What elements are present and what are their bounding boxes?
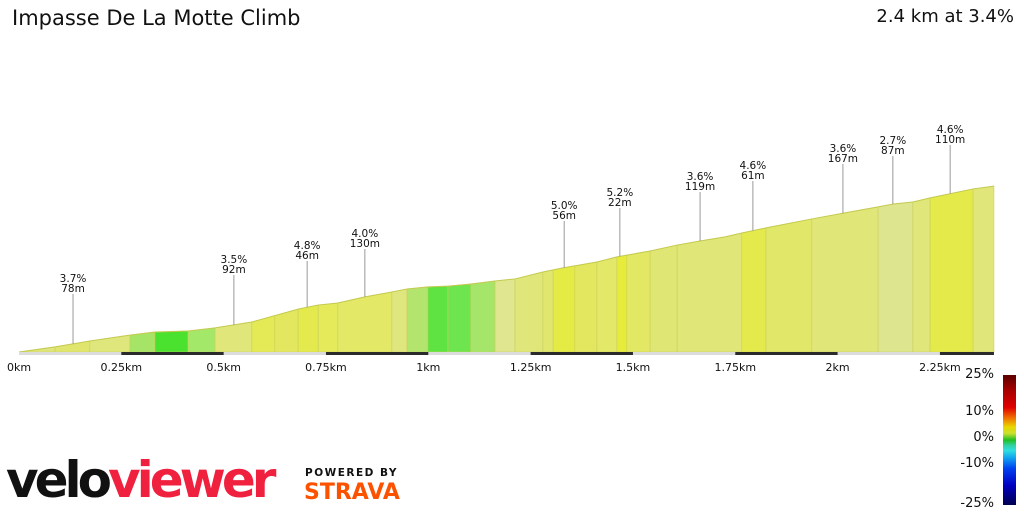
annotation-length: 78m [61, 283, 85, 295]
gradient-segment [470, 280, 496, 353]
powered-by-label: POWERED BY [305, 467, 399, 479]
annotation-length: 167m [828, 153, 858, 165]
annotation-grade: 2.7% [880, 135, 907, 147]
annotation-grade: 4.8% [294, 240, 321, 252]
page-title: Impasse De La Motte Climb [12, 6, 301, 30]
annotation-length: 46m [295, 250, 319, 262]
annotation-grade: 4.6% [937, 124, 964, 136]
gradient-segment [154, 330, 189, 353]
elevation-profile-chart: 0km 0.25km 0.5km 0.75km 1km 1.25km 1.5km 1.75km… [7, 124, 995, 374]
x-tick-label: 1.25km [510, 361, 552, 374]
gradient-segment [297, 304, 319, 353]
legend-label: 25% [965, 367, 994, 382]
gradient-segment [811, 206, 879, 353]
gradient-segment [616, 254, 628, 353]
legend-label: -25% [960, 496, 994, 511]
gradient-segment [552, 265, 576, 353]
x-tick-label: 1.5km [616, 361, 651, 374]
veloviewer-logo: veloviewer [6, 451, 276, 509]
gradient-segment [427, 285, 449, 353]
gradient-segment [877, 201, 914, 353]
annotation-grade: 5.0% [551, 200, 578, 212]
x-axis-bar-dark-segment [325, 352, 429, 355]
annotation-length: 22m [608, 197, 632, 209]
annotation-length: 119m [685, 181, 715, 193]
gradient-segment [187, 327, 216, 353]
gradient-segment [649, 244, 678, 353]
annotation-grade: 3.5% [221, 254, 248, 266]
gradient-segment [542, 269, 554, 353]
legend-label: 10% [965, 404, 994, 419]
x-axis-bar-dark-segment [735, 352, 838, 355]
gradient-segment [447, 283, 472, 353]
x-axis-bar-dark-segment [939, 352, 994, 355]
annotation-grade: 3.6% [830, 143, 857, 155]
gradient-segment [765, 218, 813, 353]
gradient-segment [391, 288, 408, 353]
x-tick-label: 0.75km [305, 361, 347, 374]
annotation-length: 110m [935, 134, 965, 146]
annotation-grade: 5.2% [607, 187, 634, 199]
x-tick-label: 0.25km [101, 361, 143, 374]
x-tick-label: 0.5km [206, 361, 241, 374]
x-axis-bar-dark-segment [121, 352, 224, 355]
annotation-grade: 3.7% [60, 273, 87, 285]
annotation-length: 61m [741, 170, 765, 182]
gradient-segment [929, 188, 974, 353]
x-axis-bar [19, 352, 994, 355]
gradient-segment [676, 232, 743, 353]
annotation-grade: 4.6% [740, 160, 767, 172]
gradient-segment [741, 227, 767, 353]
x-tick-label: 0km [7, 361, 31, 374]
gradient-segment [596, 256, 618, 353]
gradient-segment [972, 185, 995, 353]
annotation-grade: 4.0% [352, 228, 379, 240]
legend-label: -10% [960, 456, 994, 471]
gradient-colorbar [1003, 375, 1016, 505]
legend-label: 0% [973, 430, 994, 445]
annotation-length: 87m [881, 145, 905, 157]
strava-logo: STRAVA [304, 480, 400, 505]
profile-outline [18, 185, 995, 353]
x-axis-bar-dark-segment [530, 352, 633, 355]
x-tick-label: 1km [416, 361, 440, 374]
annotation-length: 92m [222, 264, 246, 276]
gradient-segment [912, 197, 931, 353]
climb-summary: 2.4 km at 3.4% [876, 6, 1014, 27]
x-tick-label: 1.75km [714, 361, 756, 374]
x-tick-label: 2km [826, 361, 850, 374]
gradient-segment [214, 321, 253, 353]
gradient-segment [626, 250, 651, 353]
annotation-length: 56m [552, 210, 576, 222]
gradient-segment [317, 302, 339, 353]
gradient-segment [574, 261, 598, 353]
gradient-segment [406, 286, 429, 353]
gradient-segment [514, 271, 544, 353]
x-tick-label: 2.25km [919, 361, 961, 374]
annotation-grade: 3.6% [687, 171, 714, 183]
annotation-length: 130m [350, 238, 380, 250]
gradient-segment [494, 278, 516, 353]
gradient-segment [274, 308, 299, 353]
